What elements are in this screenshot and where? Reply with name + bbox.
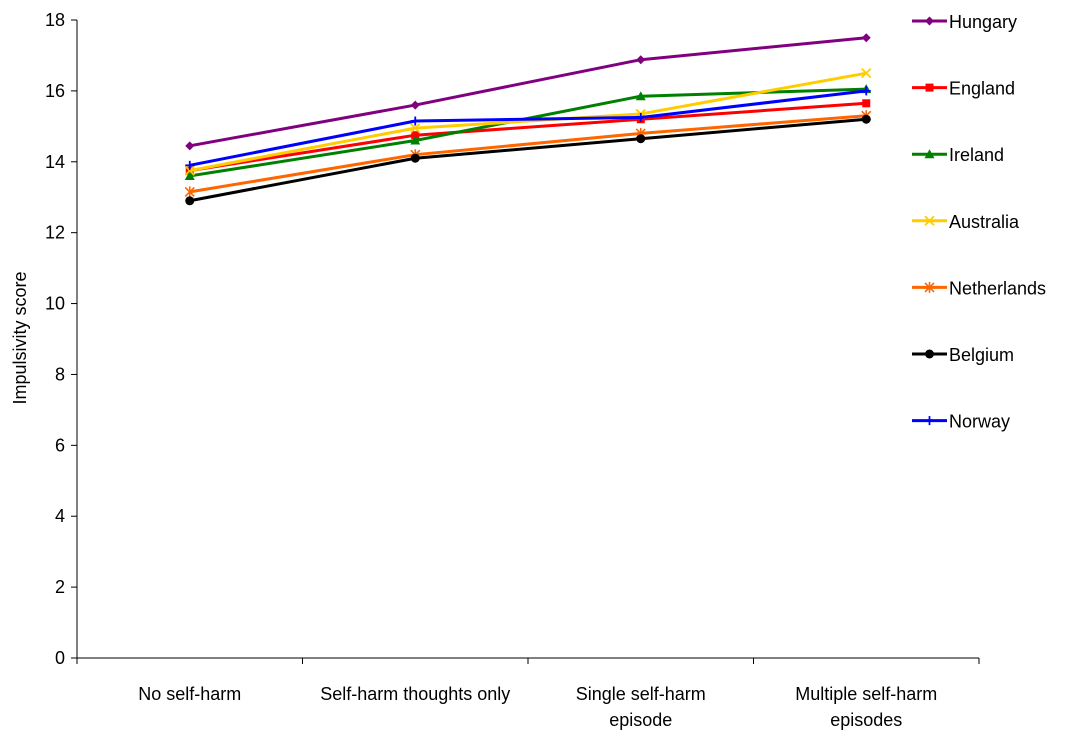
data-point-hungary <box>636 55 645 64</box>
legend-marker-norway <box>925 416 934 425</box>
y-tick-label: 18 <box>45 10 65 30</box>
legend-label: Norway <box>949 412 1010 432</box>
legend-item-netherlands: Netherlands <box>912 278 1046 298</box>
x-tick-label: Single self-harm episode <box>576 684 706 730</box>
legend: Hungary England Ireland Australia Netherland… <box>912 12 1046 432</box>
series-england <box>186 99 871 174</box>
data-point-belgium <box>411 154 420 163</box>
legend-label: Hungary <box>949 12 1017 32</box>
legend-item-hungary: Hungary <box>912 12 1017 32</box>
legend-label: Australia <box>949 212 1020 232</box>
data-point-england <box>862 99 870 107</box>
legend-item-australia: Australia <box>912 212 1020 232</box>
y-tick-label: 0 <box>55 648 65 668</box>
legend-label: Belgium <box>949 345 1014 365</box>
legend-marker-hungary <box>925 17 934 26</box>
data-point-belgium <box>862 115 871 124</box>
legend-label: Ireland <box>949 145 1004 165</box>
y-tick-label: 16 <box>45 81 65 101</box>
legend-item-ireland: Ireland <box>912 145 1004 165</box>
legend-label: Netherlands <box>949 278 1046 298</box>
y-tick-label: 10 <box>45 294 65 314</box>
x-tick-label: Self-harm thoughts only <box>320 684 510 704</box>
legend-item-norway: Norway <box>912 412 1010 432</box>
data-point-belgium <box>636 134 645 143</box>
legend-marker-england <box>926 84 934 92</box>
series-lines <box>185 33 872 205</box>
y-tick-label: 6 <box>55 435 65 455</box>
x-tick-label: Multiple self-harm episodes <box>795 684 937 730</box>
legend-marker-belgium <box>925 350 934 359</box>
y-tick-label: 4 <box>55 506 65 526</box>
y-tick-label: 12 <box>45 223 65 243</box>
y-tick-label: 8 <box>55 364 65 384</box>
legend-item-belgium: Belgium <box>912 345 1014 365</box>
y-axis-title: Impulsivity score <box>10 271 30 404</box>
y-tick-label: 14 <box>45 152 65 172</box>
data-point-hungary <box>862 33 871 42</box>
data-point-belgium <box>185 196 194 205</box>
series-ireland <box>185 84 872 180</box>
data-point-hungary <box>411 101 420 110</box>
y-tick-label: 2 <box>55 577 65 597</box>
data-point-hungary <box>185 141 194 150</box>
legend-item-england: England <box>912 79 1015 99</box>
x-tick-label: No self-harm <box>138 684 241 704</box>
legend-label: England <box>949 79 1015 99</box>
